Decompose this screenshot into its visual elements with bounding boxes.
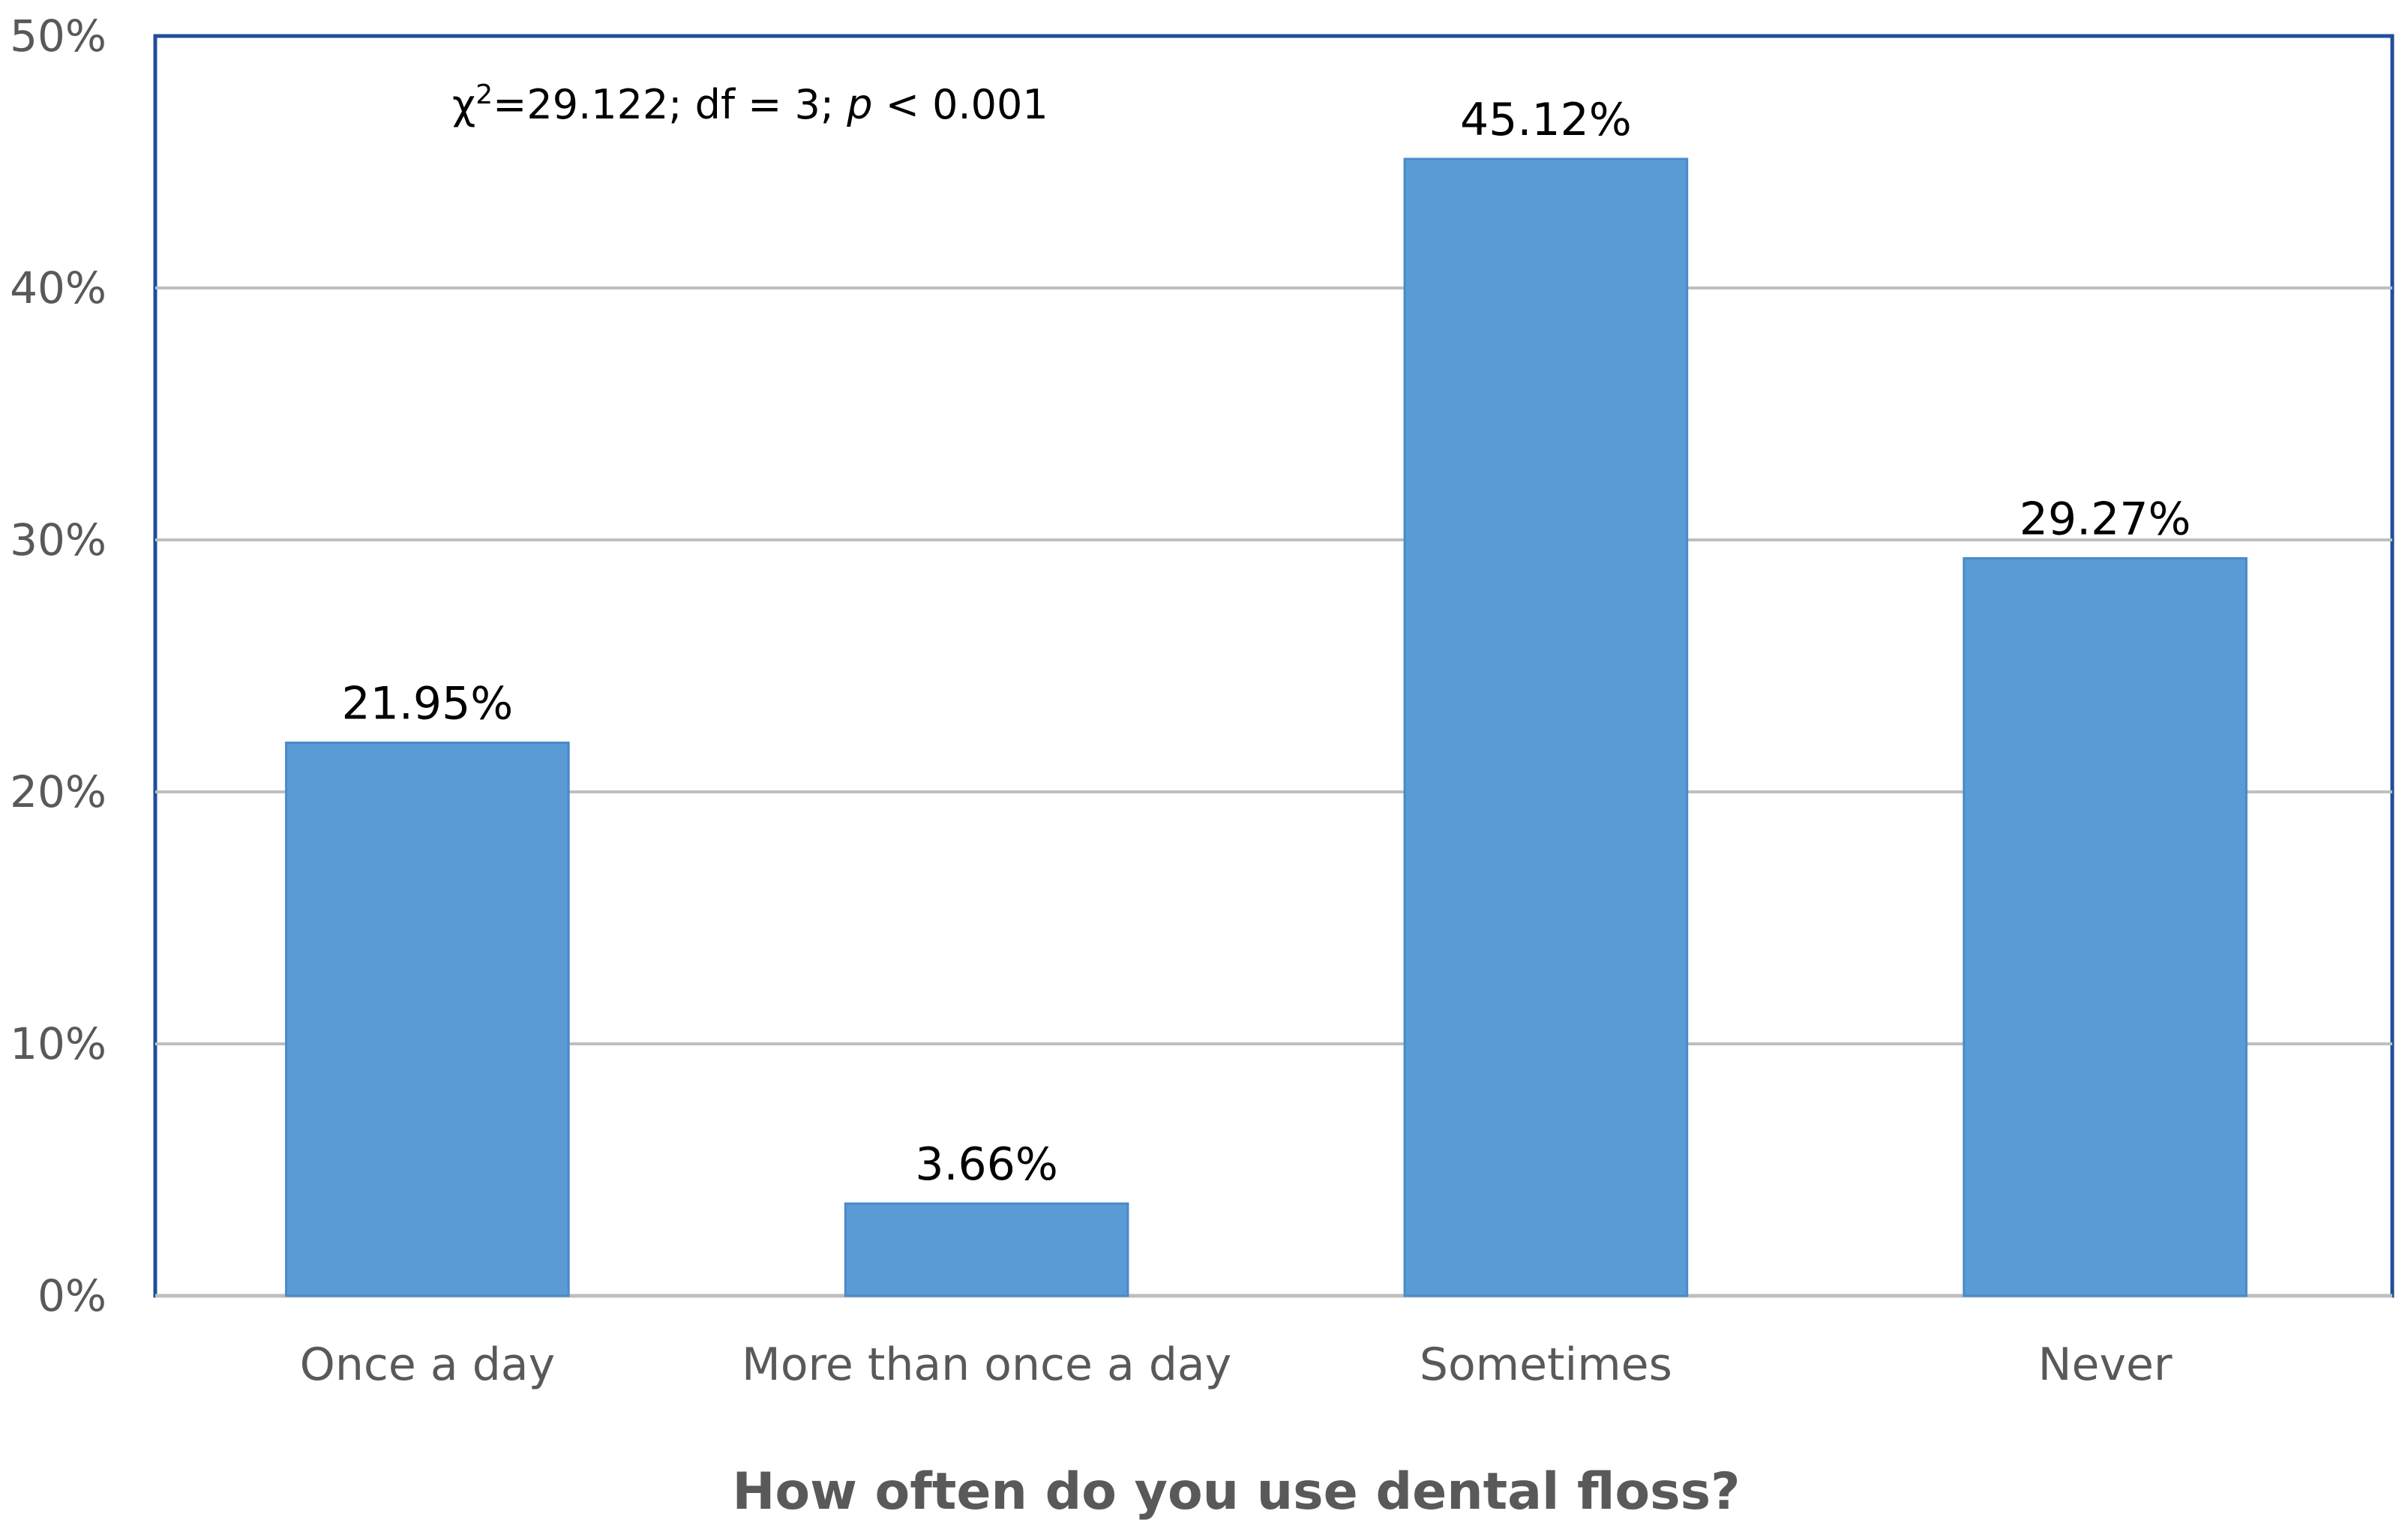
y-tick-label: 40%	[10, 262, 106, 313]
x-category-label: Once a day	[300, 1339, 555, 1391]
y-axis-ticks: 0% 10% 20% 30% 40% 50%	[10, 10, 106, 1321]
bar-value-label: 45.12%	[1460, 94, 1632, 146]
x-category-label: Never	[2038, 1339, 2173, 1391]
p-symbol: p	[846, 81, 872, 128]
bar-value-label: 3.66%	[915, 1138, 1058, 1191]
x-axis-categories: Once a day More than once a day Sometimes N…	[300, 1339, 2173, 1391]
statistical-test-annotation: χ2=29.122; df = 3; p < 0.001	[452, 79, 1048, 128]
bars	[285, 157, 2248, 1297]
y-tick-label: 0%	[37, 1270, 106, 1321]
x-category-label: More than once a day	[742, 1339, 1231, 1391]
y-tick-label: 30%	[10, 514, 106, 565]
y-tick-label: 10%	[10, 1018, 106, 1069]
bar-value-label: 29.27%	[2020, 493, 2191, 546]
y-tick-label: 50%	[10, 10, 106, 61]
bar	[1963, 557, 2248, 1297]
chi-superscript: 2	[475, 79, 493, 110]
bar	[844, 1202, 1129, 1297]
bar	[1403, 157, 1689, 1297]
x-axis-title: How often do you use dental floss?	[732, 1462, 1740, 1522]
x-category-label: Sometimes	[1420, 1339, 1672, 1391]
chi-symbol: χ	[452, 81, 475, 128]
stat-values: =29.122; df = 3;	[493, 81, 847, 128]
bar-value-label: 21.95%	[341, 677, 513, 730]
y-tick-label: 20%	[10, 766, 106, 817]
data-labels: 21.95% 3.66% 45.12% 29.27%	[341, 94, 2191, 1191]
p-value: < 0.001	[873, 81, 1048, 128]
bar	[285, 741, 570, 1297]
